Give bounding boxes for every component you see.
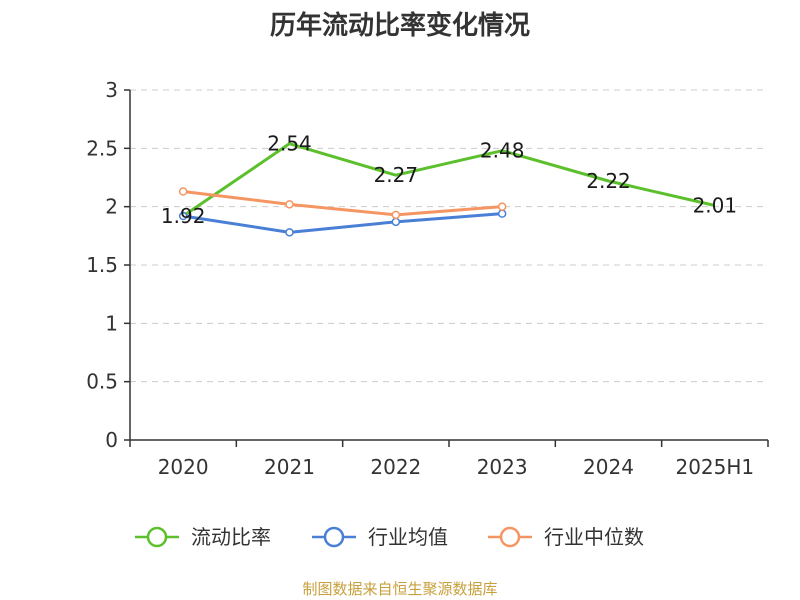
grid bbox=[130, 89, 768, 383]
data-point bbox=[391, 217, 401, 227]
legend-marker bbox=[146, 526, 168, 548]
data-label: 2.22 bbox=[586, 169, 631, 193]
data-point bbox=[178, 211, 188, 221]
series-line-1 bbox=[182, 212, 503, 234]
legend-marker bbox=[499, 526, 521, 548]
data-point bbox=[391, 210, 401, 220]
legend-label: 行业均值 bbox=[368, 525, 448, 549]
y-tick-label: 2.5 bbox=[86, 136, 118, 160]
legend: 流动比率 行业均值 行业中位数 bbox=[135, 525, 644, 549]
y-tick-label: 1.5 bbox=[86, 253, 118, 277]
x-tick-label: 2021 bbox=[264, 455, 315, 479]
y-tick-label: 3 bbox=[105, 78, 118, 102]
data-label: 2.48 bbox=[480, 139, 525, 163]
y-tick-label: 2 bbox=[105, 195, 118, 219]
y-tick-label: 0.5 bbox=[86, 370, 118, 394]
data-point bbox=[497, 209, 507, 218]
data-label: 2.27 bbox=[374, 163, 419, 187]
source-note: 制图数据来自恒生聚源数据库 bbox=[302, 580, 497, 598]
y-tick-label: 1 bbox=[105, 311, 118, 335]
series bbox=[178, 142, 716, 237]
x-tick-label: 2025H1 bbox=[675, 455, 754, 479]
data-point bbox=[178, 187, 188, 196]
x-tick-label: 2020 bbox=[158, 455, 209, 479]
x-tick-label: 2023 bbox=[477, 455, 528, 479]
data-labels: 1.92 2.54 2.27 2.48 2.22 2.01 bbox=[161, 132, 737, 228]
y-tick-label: 0 bbox=[105, 428, 118, 452]
legend-label: 行业中位数 bbox=[544, 525, 644, 549]
legend-marker bbox=[323, 526, 345, 548]
legend-label: 流动比率 bbox=[191, 525, 271, 549]
data-label: 2.54 bbox=[267, 132, 312, 156]
data-label: 2.01 bbox=[693, 194, 738, 218]
axes: 0 0.5 1 1.5 2 2.5 3 2020 2021 2022 2023 2024 2025H1 bbox=[86, 78, 769, 479]
x-tick-label: 2022 bbox=[370, 455, 421, 479]
chart-title: 历年流动比率变化情况 bbox=[270, 10, 530, 41]
data-label: 1.92 bbox=[161, 204, 206, 228]
x-tick-label: 2024 bbox=[583, 455, 634, 479]
data-point bbox=[285, 200, 294, 209]
data-point bbox=[497, 202, 507, 211]
series-line-2 bbox=[182, 190, 503, 217]
data-point bbox=[285, 228, 294, 237]
series-line-0 bbox=[182, 142, 716, 218]
